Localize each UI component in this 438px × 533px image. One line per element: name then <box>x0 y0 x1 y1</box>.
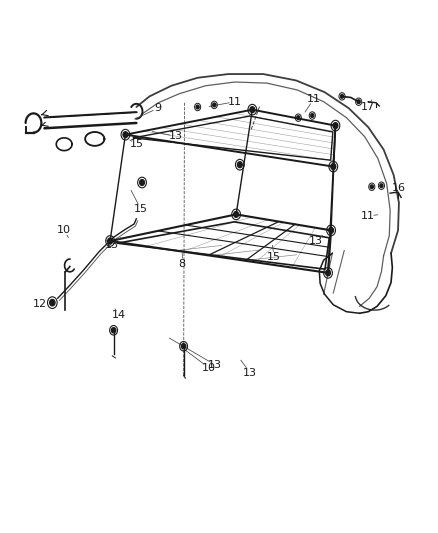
Text: 9: 9 <box>154 103 162 113</box>
Circle shape <box>332 123 337 128</box>
Text: 15: 15 <box>267 252 281 262</box>
Text: 10: 10 <box>57 225 71 236</box>
Text: 15: 15 <box>129 139 143 149</box>
Circle shape <box>196 105 199 109</box>
Text: 8: 8 <box>178 259 185 269</box>
Text: 13: 13 <box>105 240 119 250</box>
Circle shape <box>233 212 238 217</box>
Circle shape <box>237 162 242 167</box>
Text: 13: 13 <box>168 131 182 141</box>
Text: 10: 10 <box>201 362 215 373</box>
Circle shape <box>123 132 127 138</box>
Text: 11: 11 <box>360 211 374 221</box>
Circle shape <box>181 344 185 349</box>
Circle shape <box>111 328 116 333</box>
Circle shape <box>325 270 330 276</box>
Text: 13: 13 <box>243 368 257 378</box>
Circle shape <box>357 100 359 103</box>
Text: 11: 11 <box>227 96 241 107</box>
Circle shape <box>139 180 144 185</box>
Circle shape <box>107 238 112 244</box>
Circle shape <box>340 94 343 98</box>
Circle shape <box>49 300 55 306</box>
Circle shape <box>212 103 215 107</box>
Text: 13: 13 <box>208 360 222 370</box>
Text: 17: 17 <box>360 102 374 112</box>
Circle shape <box>369 185 372 189</box>
Circle shape <box>296 116 299 119</box>
Text: 12: 12 <box>33 298 47 309</box>
Circle shape <box>379 184 382 188</box>
Text: 13: 13 <box>308 236 322 246</box>
Text: 11: 11 <box>306 94 320 104</box>
Circle shape <box>330 164 335 169</box>
Text: 15: 15 <box>134 204 148 214</box>
Text: 14: 14 <box>112 310 126 320</box>
Circle shape <box>310 114 313 117</box>
Circle shape <box>249 107 254 112</box>
Circle shape <box>328 228 333 233</box>
Text: 16: 16 <box>391 183 405 193</box>
